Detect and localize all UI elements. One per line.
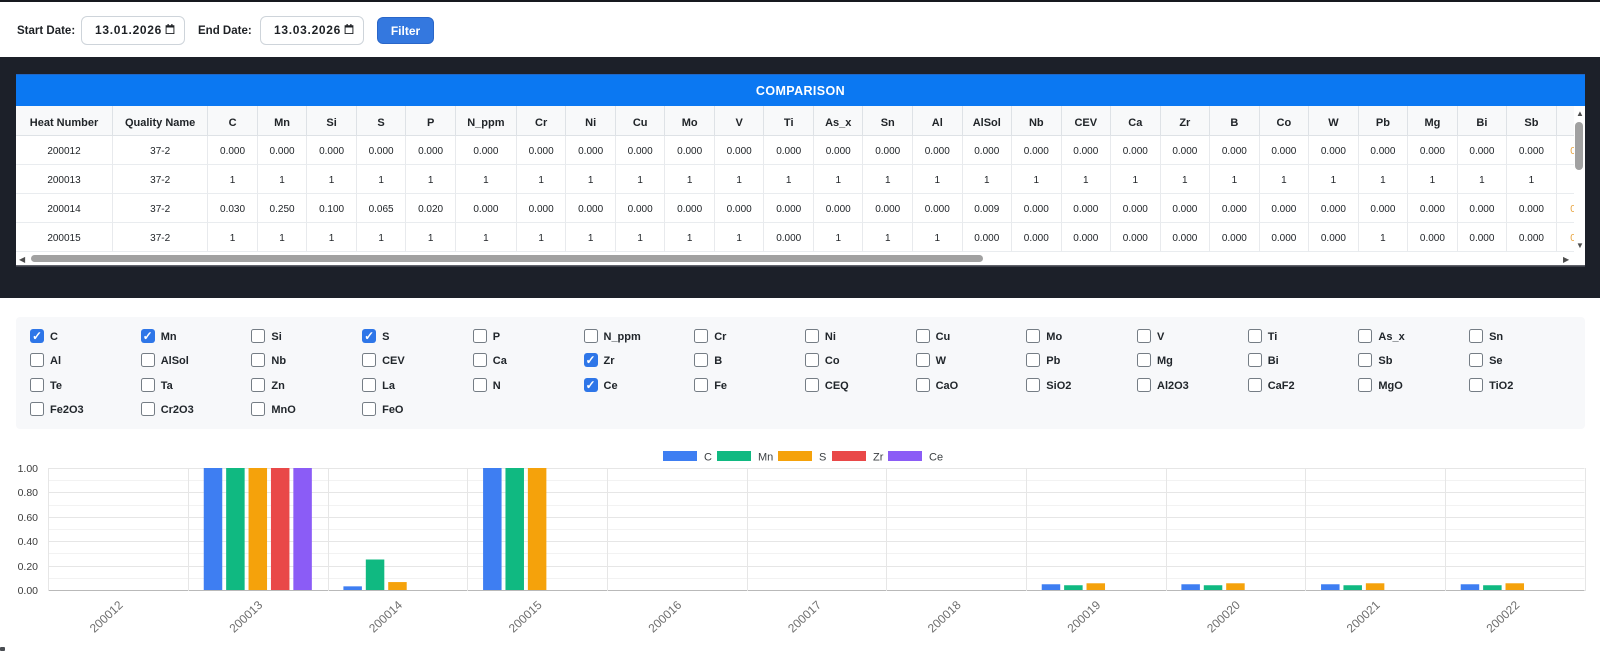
- svg-text:200012: 200012: [87, 598, 126, 636]
- svg-text:200022: 200022: [1483, 598, 1522, 636]
- svg-text:200019: 200019: [1064, 598, 1103, 636]
- svg-text:200020: 200020: [1204, 598, 1243, 636]
- svg-text:200021: 200021: [1344, 598, 1383, 636]
- svg-text:0.00: 0.00: [18, 585, 39, 597]
- svg-text:0.40: 0.40: [18, 536, 39, 548]
- svg-text:200017: 200017: [785, 598, 824, 636]
- svg-text:200013: 200013: [227, 598, 266, 636]
- svg-text:S: S: [819, 452, 826, 464]
- svg-text:Zr: Zr: [873, 452, 884, 464]
- svg-text:200014: 200014: [366, 598, 405, 636]
- svg-text:0.60: 0.60: [18, 512, 39, 524]
- svg-text:0.20: 0.20: [18, 561, 39, 573]
- svg-text:1.00: 1.00: [18, 463, 39, 475]
- svg-text:Mn: Mn: [758, 452, 773, 464]
- svg-text:C: C: [704, 452, 712, 464]
- svg-text:200016: 200016: [645, 598, 684, 636]
- svg-text:Ce: Ce: [929, 452, 943, 464]
- svg-text:200015: 200015: [506, 598, 545, 636]
- svg-text:200018: 200018: [925, 598, 964, 636]
- svg-text:0.80: 0.80: [18, 487, 39, 499]
